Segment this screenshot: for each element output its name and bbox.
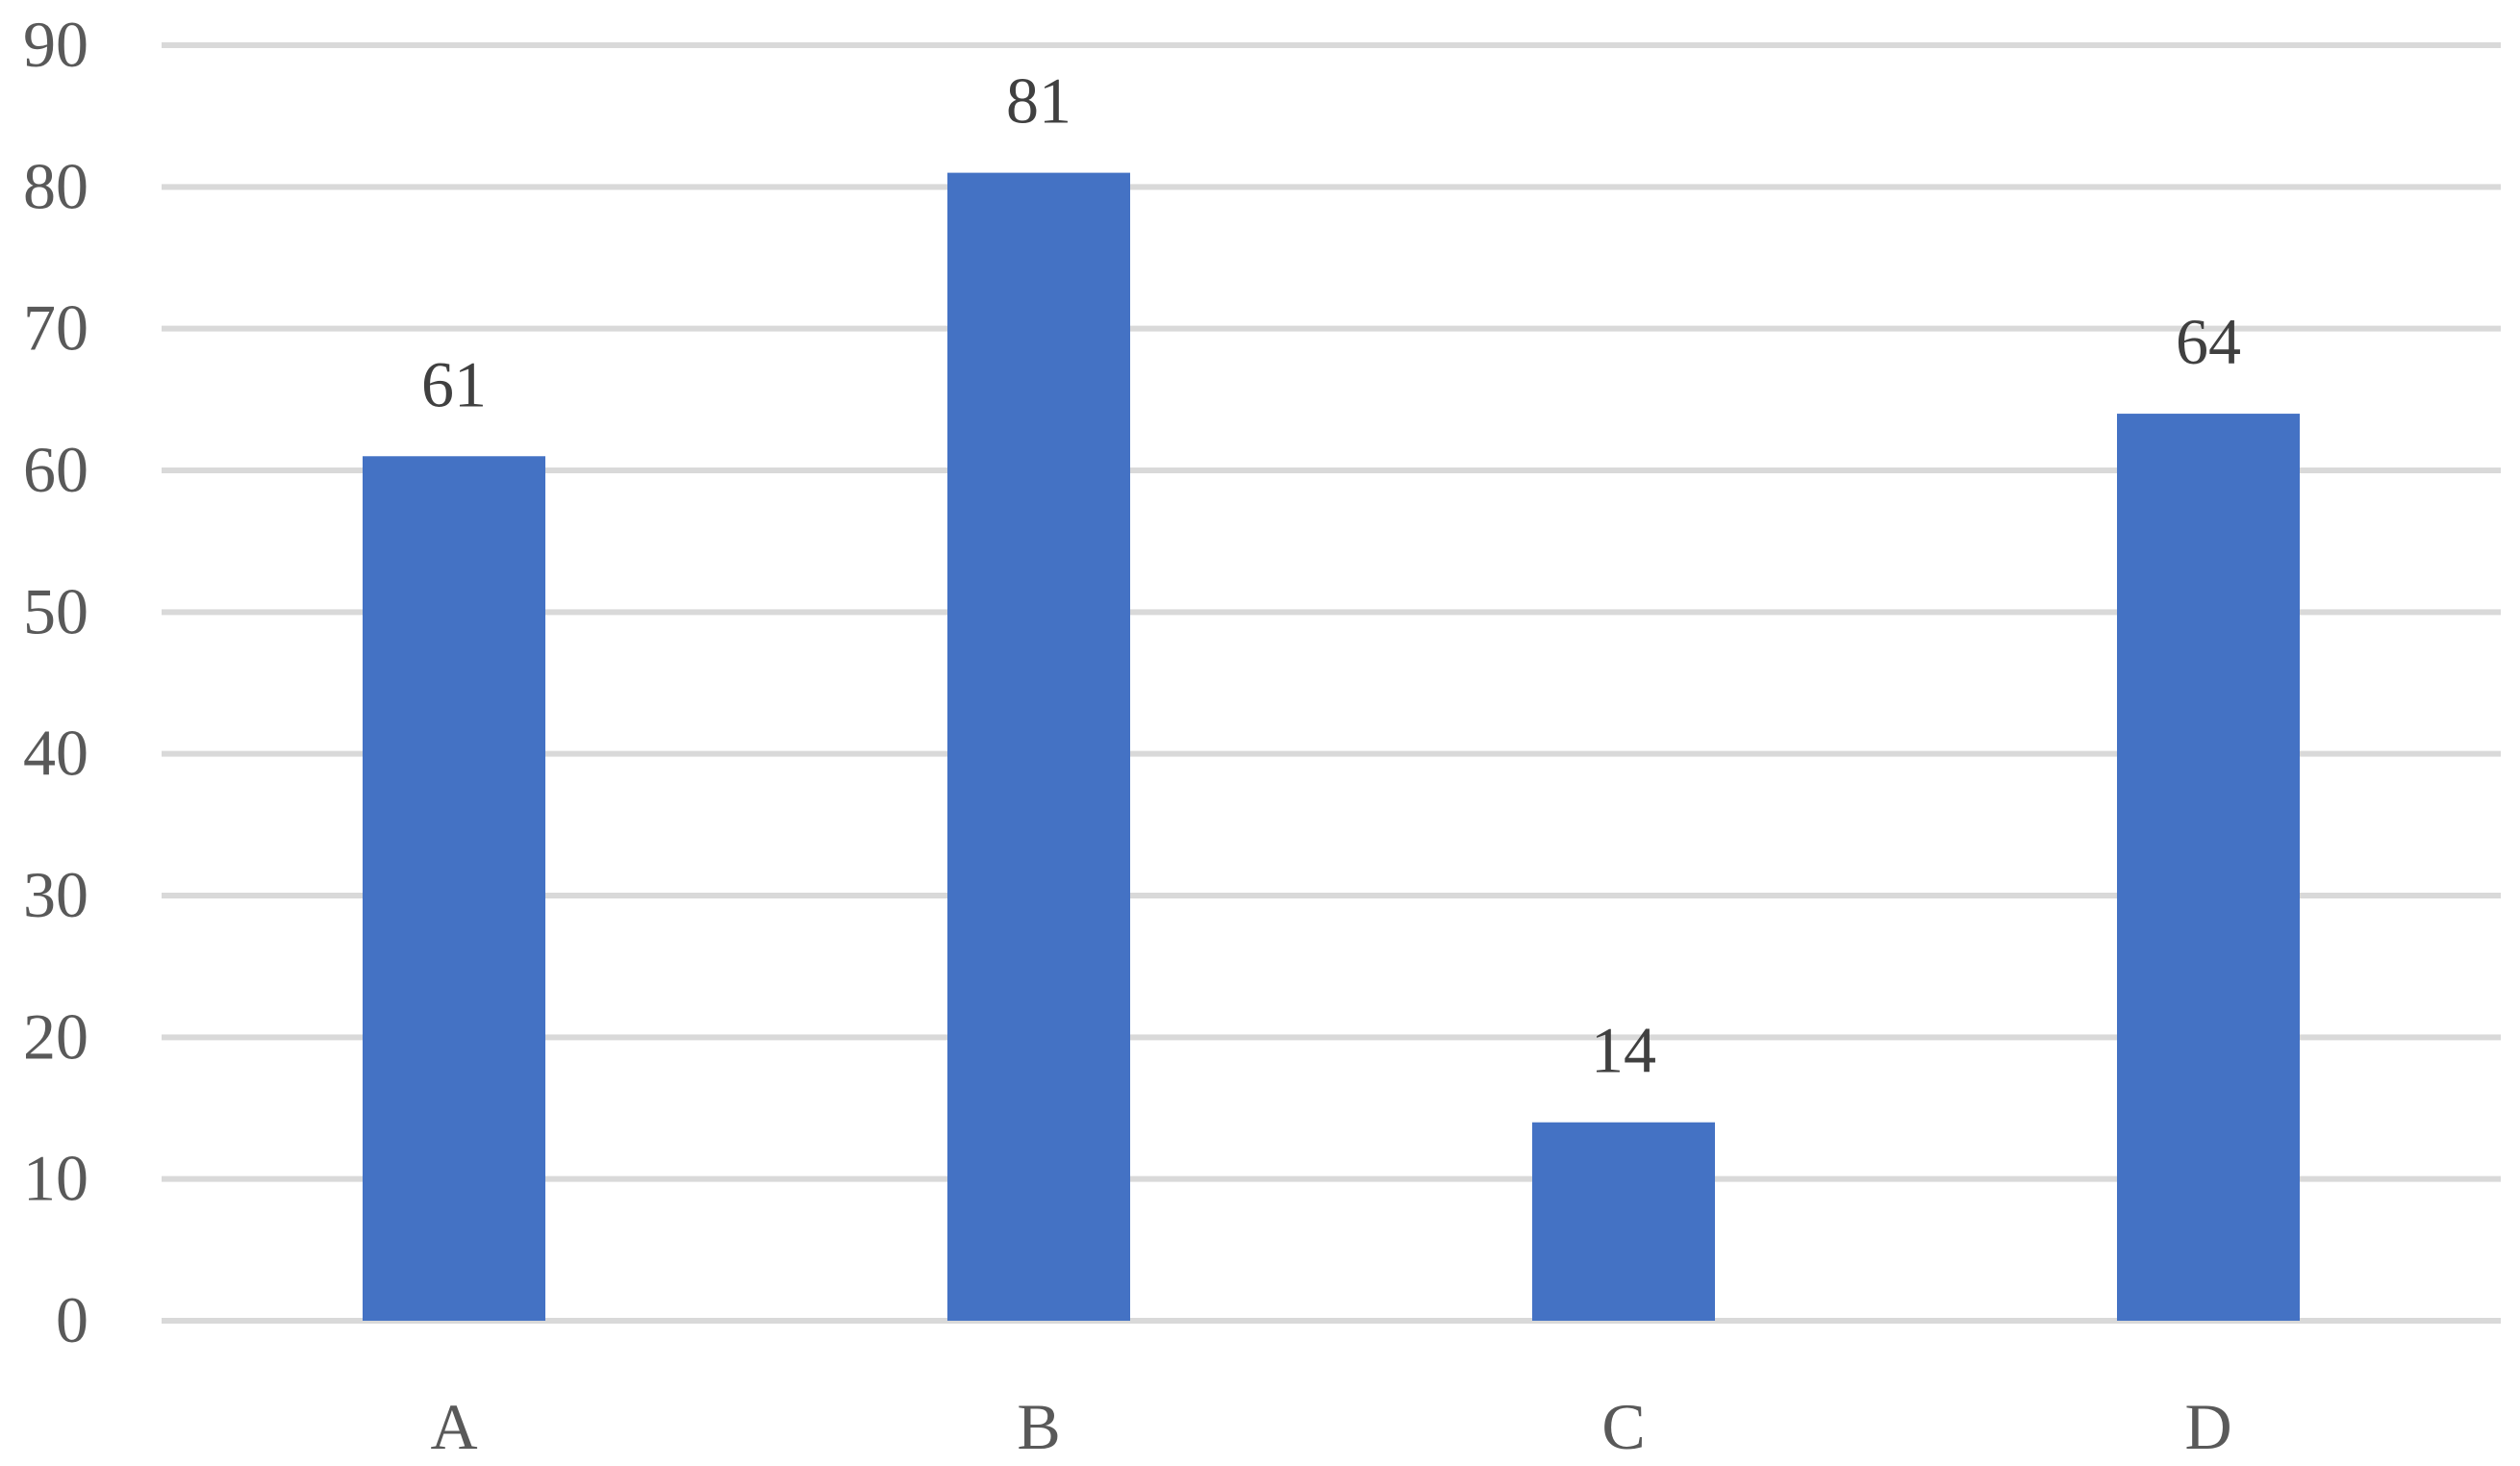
y-tick-label-70: 70 xyxy=(23,291,88,365)
gridlines xyxy=(162,42,2501,1324)
x-tick-label-C: C xyxy=(1601,1390,1645,1463)
bar-D xyxy=(2117,414,2300,1322)
x-tick-label-A: A xyxy=(430,1390,477,1463)
y-tick-label-90: 90 xyxy=(23,8,88,81)
y-tick-label-40: 40 xyxy=(23,717,88,790)
data-label-A: 61 xyxy=(421,347,487,420)
bar-A xyxy=(363,456,545,1321)
bars xyxy=(363,172,2300,1322)
y-axis-ticks: 0 10 20 30 40 50 60 70 80 90 xyxy=(23,8,88,1356)
y-tick-label-0: 0 xyxy=(56,1283,88,1356)
y-tick-label-20: 20 xyxy=(23,999,88,1073)
x-tick-label-D: D xyxy=(2184,1390,2231,1463)
data-labels: 61 81 14 64 xyxy=(421,64,2241,1087)
y-tick-label-10: 10 xyxy=(23,1142,88,1215)
y-tick-label-60: 60 xyxy=(23,433,88,506)
data-label-C: 14 xyxy=(1591,1014,1656,1087)
bar-B xyxy=(947,172,1130,1322)
y-tick-label-80: 80 xyxy=(23,149,88,222)
x-tick-label-B: B xyxy=(1017,1390,1060,1463)
y-tick-label-30: 30 xyxy=(23,858,88,931)
data-label-B: 81 xyxy=(1006,64,1071,138)
y-tick-label-50: 50 xyxy=(23,574,88,647)
bar-C xyxy=(1532,1122,1715,1321)
x-axis-ticks: A B C D xyxy=(430,1390,2231,1463)
data-label-D: 64 xyxy=(2176,305,2241,378)
